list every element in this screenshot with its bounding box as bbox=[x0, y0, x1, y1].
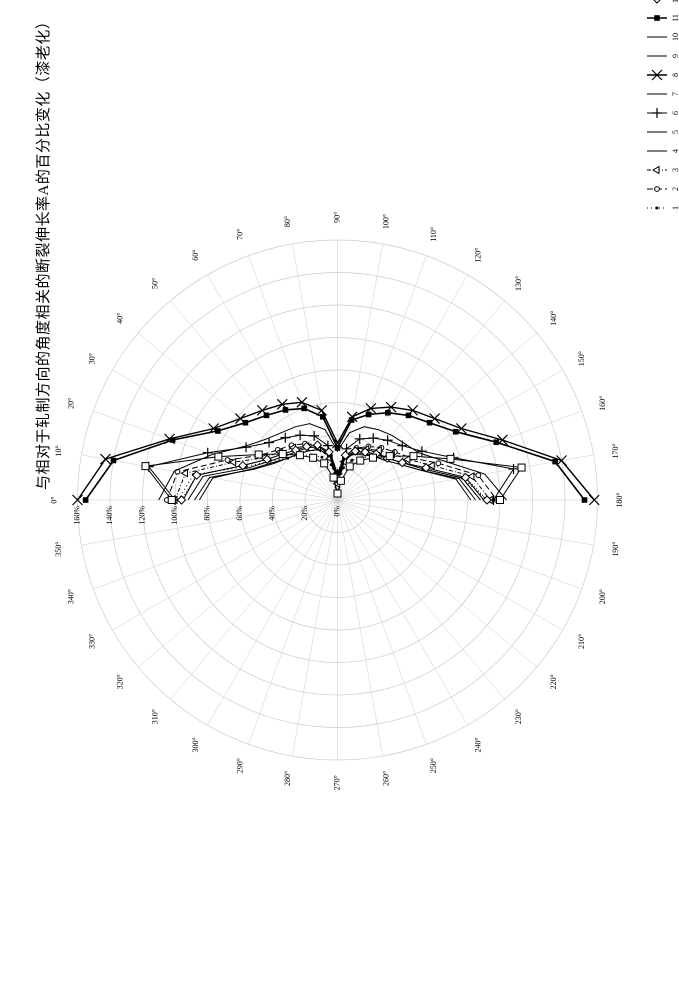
svg-text:300°: 300° bbox=[191, 737, 200, 752]
legend-label: 7 bbox=[671, 92, 679, 96]
legend-entry: 3 bbox=[647, 163, 679, 177]
svg-text:80°: 80° bbox=[283, 216, 292, 227]
legend-entry: 7 bbox=[647, 87, 679, 101]
svg-text:350°: 350° bbox=[54, 541, 63, 556]
legend-label: 3 bbox=[671, 168, 679, 172]
svg-text:0%: 0% bbox=[332, 506, 341, 517]
legend-entry: 12 bbox=[647, 0, 679, 6]
legend-entry: 5 bbox=[647, 125, 679, 139]
legend-entry: 10 bbox=[647, 30, 679, 44]
legend-label: 10 bbox=[671, 33, 679, 41]
legend-entry: 9 bbox=[647, 49, 679, 63]
svg-text:160°: 160° bbox=[598, 396, 607, 411]
legend: 12345678910111213 bbox=[647, 0, 679, 215]
legend-entry: 2 bbox=[647, 182, 679, 196]
svg-text:210°: 210° bbox=[577, 634, 586, 649]
svg-text:260°: 260° bbox=[381, 771, 390, 786]
svg-text:40%: 40% bbox=[267, 506, 276, 521]
svg-text:180°: 180° bbox=[615, 492, 624, 507]
svg-text:340°: 340° bbox=[67, 589, 76, 604]
svg-text:60°: 60° bbox=[191, 250, 200, 261]
svg-text:140%: 140% bbox=[105, 506, 114, 525]
svg-text:130°: 130° bbox=[514, 276, 523, 291]
svg-text:50°: 50° bbox=[151, 278, 160, 289]
svg-text:200°: 200° bbox=[598, 589, 607, 604]
legend-entry: 4 bbox=[647, 144, 679, 158]
svg-text:20°: 20° bbox=[67, 398, 76, 409]
svg-text:270°: 270° bbox=[332, 775, 341, 790]
legend-entry: 8 bbox=[647, 68, 679, 82]
legend-label: 1 bbox=[671, 206, 679, 210]
svg-text:100%: 100% bbox=[170, 506, 179, 525]
svg-text:120%: 120% bbox=[137, 506, 146, 525]
svg-text:190°: 190° bbox=[611, 541, 620, 556]
svg-text:60%: 60% bbox=[235, 506, 244, 521]
legend-label: 9 bbox=[671, 54, 679, 58]
legend-entry: 1 bbox=[647, 201, 679, 215]
legend-label: 12 bbox=[671, 0, 679, 3]
svg-text:250°: 250° bbox=[429, 758, 438, 773]
svg-text:310°: 310° bbox=[151, 709, 160, 724]
svg-text:330°: 330° bbox=[87, 634, 96, 649]
svg-text:220°: 220° bbox=[549, 674, 558, 689]
legend-label: 4 bbox=[671, 149, 679, 153]
svg-text:120°: 120° bbox=[474, 248, 483, 263]
legend-entry: 6 bbox=[647, 106, 679, 120]
svg-text:30°: 30° bbox=[87, 353, 96, 364]
svg-text:290°: 290° bbox=[236, 758, 245, 773]
svg-text:280°: 280° bbox=[283, 771, 292, 786]
svg-text:10°: 10° bbox=[54, 445, 63, 456]
svg-text:70°: 70° bbox=[236, 229, 245, 240]
svg-text:0°: 0° bbox=[50, 496, 59, 503]
radar-chart: 0° 10° 20° 30° 40° 50° 60° 70° 80° 90° 100° 110° 120… bbox=[28, 190, 653, 810]
svg-text:160%: 160% bbox=[72, 506, 81, 525]
svg-text:100°: 100° bbox=[381, 214, 390, 229]
legend-entry: 11 bbox=[647, 11, 679, 25]
svg-text:20%: 20% bbox=[300, 506, 309, 521]
svg-text:110°: 110° bbox=[429, 227, 438, 242]
legend-label: 5 bbox=[671, 130, 679, 134]
legend-label: 2 bbox=[671, 187, 679, 191]
svg-text:150°: 150° bbox=[577, 351, 586, 366]
svg-text:320°: 320° bbox=[116, 674, 125, 689]
svg-text:240°: 240° bbox=[474, 737, 483, 752]
legend-label: 6 bbox=[671, 111, 679, 115]
svg-text:170°: 170° bbox=[611, 443, 620, 458]
legend-label: 11 bbox=[671, 14, 679, 22]
svg-text:90°: 90° bbox=[332, 212, 341, 223]
svg-text:140°: 140° bbox=[549, 311, 558, 326]
svg-text:40°: 40° bbox=[116, 313, 125, 324]
legend-label: 8 bbox=[671, 73, 679, 77]
svg-text:80%: 80% bbox=[202, 506, 211, 521]
svg-text:230°: 230° bbox=[514, 709, 523, 724]
